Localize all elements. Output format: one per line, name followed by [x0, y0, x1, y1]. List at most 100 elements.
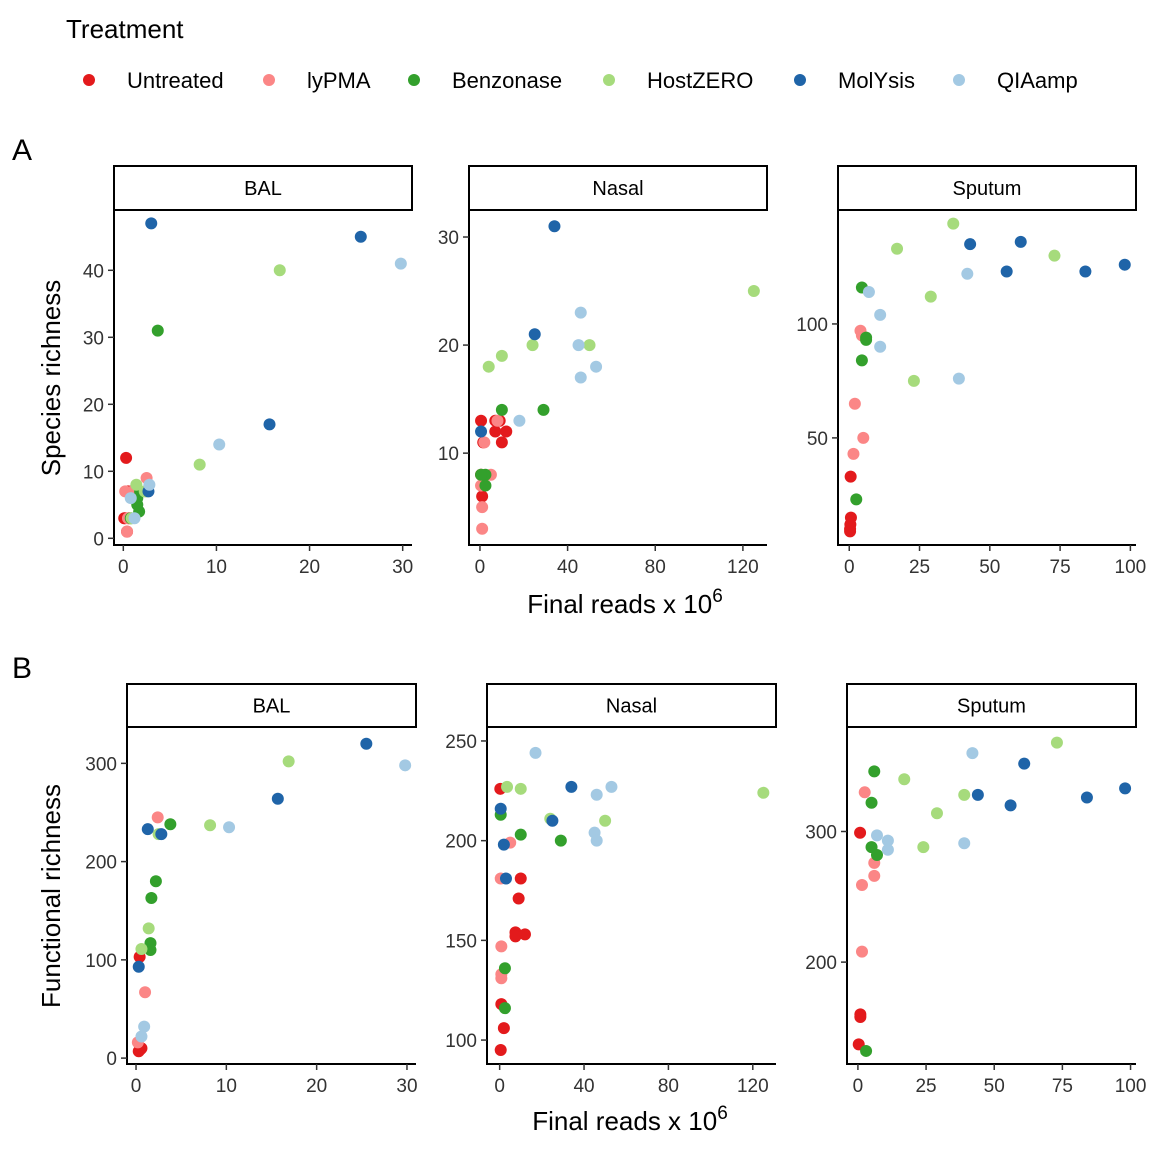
point-benzonase [850, 493, 863, 506]
y-tick-label-a-bal: 10 [83, 462, 104, 483]
point-hostzero [501, 780, 514, 793]
point-hostzero [514, 782, 527, 795]
x-tick-label-b-bal: 30 [396, 1076, 417, 1097]
y-tick-label-a-nasal: 20 [438, 336, 459, 357]
point-qiaamp [399, 759, 412, 772]
point-hostzero [599, 814, 612, 827]
panel-a: Species richness Final reads x 106 BAL 0 10 2… [36, 165, 1146, 619]
point-benzonase [149, 875, 162, 888]
legend-item-lypma: lyPMA [263, 68, 371, 93]
point-untreated [854, 826, 867, 839]
series-qiaamp-a-sputum [862, 267, 974, 385]
point-benzonase [495, 403, 508, 416]
point-molysis [1004, 799, 1017, 812]
point-qiaamp [958, 837, 971, 850]
point-benzonase [475, 468, 488, 481]
strip-a-nasal [468, 165, 768, 211]
point-lypma [868, 869, 881, 882]
point-benzonase [479, 479, 492, 492]
legend-item-benzonase: Benzonase [408, 68, 562, 93]
point-qiaamp [128, 512, 141, 525]
facet-a-sputum: Sputum 0 25 50 75 100 50 100 [796, 165, 1146, 578]
y-tick-label-b-nasal: 200 [445, 832, 477, 853]
legend-label-untreated: Untreated [127, 68, 224, 93]
y-tick-label-b-bal: 300 [85, 754, 117, 775]
facet-b-nasal: Nasal 0 40 80 120 100 150 200 250 [445, 683, 777, 1097]
legend-item-molysis: MolYsis [794, 68, 915, 93]
series-benzonase-b-nasal [494, 808, 567, 1015]
x-tick-label-a-bal: 10 [206, 557, 227, 578]
point-lypma [495, 972, 508, 985]
point-qiaamp [574, 371, 587, 384]
strip-b-sputum [846, 683, 1137, 728]
point-untreated [844, 470, 857, 483]
series-benzonase-a-nasal [475, 403, 550, 492]
series-benzonase-b-sputum [860, 765, 883, 1057]
point-molysis [1018, 757, 1031, 770]
point-qiaamp [874, 340, 887, 353]
y-tick-label-a-sputum: 50 [807, 429, 828, 450]
series-untreated-b-sputum [852, 826, 867, 1051]
point-molysis [494, 802, 507, 815]
x-tick-label-a-nasal: 120 [727, 557, 759, 578]
y-axis-title-a: Species richness [36, 280, 66, 477]
panel-tag-b: B [12, 652, 32, 685]
series-qiaamp-a-bal [124, 257, 407, 525]
point-hostzero [282, 755, 295, 768]
y-tick-label-a-sputum: 100 [796, 315, 828, 336]
legend-key-hostzero [603, 74, 615, 86]
series-hostzero-a-sputum [891, 217, 1061, 387]
point-lypma [855, 945, 868, 958]
y-tick-label-a-bal: 20 [83, 395, 104, 416]
x-tick-label-a-nasal: 0 [475, 557, 486, 578]
y-axis-title-b: Functional richness [36, 784, 66, 1008]
legend-label-qiaamp: QIAamp [997, 68, 1078, 93]
point-qiaamp [124, 492, 137, 505]
x-tick-label-a-bal: 0 [118, 557, 129, 578]
point-molysis [497, 838, 510, 851]
point-untreated [475, 414, 488, 427]
point-benzonase [145, 891, 158, 904]
legend-label-hostzero: HostZERO [647, 68, 753, 93]
point-benzonase [537, 403, 550, 416]
x-tick-label-b-sputum: 50 [984, 1076, 1005, 1097]
point-hostzero [526, 339, 539, 352]
point-molysis [145, 217, 158, 230]
point-lypma [476, 501, 489, 514]
series-molysis-a-nasal [475, 220, 561, 438]
point-molysis [1014, 235, 1027, 248]
y-tick-label-a-bal: 0 [93, 529, 104, 550]
point-benzonase [870, 849, 883, 862]
point-hostzero [930, 807, 943, 820]
x-tick-label-b-bal: 20 [306, 1076, 327, 1097]
x-tick-label-b-nasal: 40 [573, 1076, 594, 1097]
point-benzonase [498, 1002, 511, 1015]
point-qiaamp [135, 1030, 148, 1043]
series-benzonase-b-bal [144, 818, 177, 957]
point-lypma [476, 522, 489, 535]
y-tick-label-b-sputum: 300 [805, 822, 837, 843]
point-benzonase [860, 331, 873, 344]
point-molysis [141, 823, 154, 836]
x-axis-title-b: Final reads x 106 [532, 1103, 728, 1136]
point-benzonase [855, 354, 868, 367]
point-qiaamp [870, 829, 883, 842]
point-untreated [497, 1022, 510, 1035]
x-axis-title-a: Final reads x 106 [527, 586, 723, 619]
x-tick-label-a-sputum: 75 [1050, 557, 1071, 578]
legend-items: Untreated lyPMA Benzonase HostZERO MolYsis QI… [83, 68, 1078, 93]
series-molysis-b-nasal [494, 780, 578, 885]
strip-label-a-nasal: Nasal [592, 178, 643, 200]
x-tick-label-b-sputum: 100 [1115, 1076, 1147, 1097]
point-hostzero [495, 349, 508, 362]
x-tick-label-a-bal: 30 [392, 557, 413, 578]
legend-key-untreated [83, 74, 95, 86]
x-tick-label-b-sputum: 25 [915, 1076, 936, 1097]
point-hostzero [747, 285, 760, 298]
point-molysis [360, 737, 373, 750]
point-hostzero [917, 841, 930, 854]
point-hostzero [898, 773, 911, 786]
series-molysis-b-sputum [971, 757, 1132, 812]
point-molysis [971, 788, 984, 801]
